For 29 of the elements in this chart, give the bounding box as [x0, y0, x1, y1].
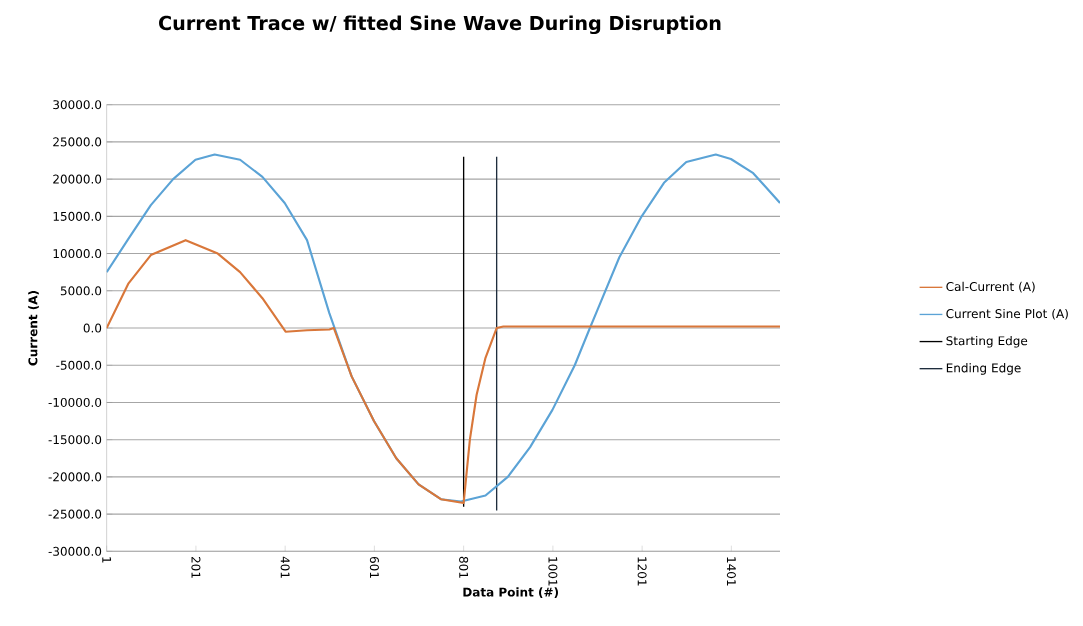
y-tick-label: -25000.0	[48, 509, 102, 519]
x-tick-label: 1001	[548, 557, 558, 586]
y-tick-label: -15000.0	[48, 435, 102, 445]
y-tick-label: -20000.0	[48, 472, 102, 482]
y-tick-label: 15000.0	[53, 211, 102, 221]
chart-title: Current Trace w/ fitted Sine Wave During Disruption	[159, 15, 721, 35]
x-tick-label: 1	[102, 557, 112, 563]
y-tick-label: -10000.0	[48, 397, 102, 407]
x-tick-label: 201	[191, 556, 201, 578]
legend-label: Current Sine Plot (A)	[946, 308, 1068, 320]
legend-label: Cal-Current (A)	[946, 281, 1035, 293]
x-tick-label: 401	[280, 556, 290, 578]
y-axis-title: Current (A)	[28, 291, 39, 366]
x-tick-label: 1401	[726, 557, 736, 586]
legend-label: Ending Edge	[946, 363, 1021, 375]
line-series	[106, 239, 780, 505]
y-tick-label: 30000.0	[53, 100, 102, 110]
x-axis-title: Data Point (#)	[463, 587, 558, 599]
x-tick-label: 801	[459, 556, 469, 578]
y-tick-label: 25000.0	[53, 137, 102, 147]
legend-label: Starting Edge	[946, 336, 1028, 348]
y-tick-label: 10000.0	[53, 249, 102, 259]
y-tick-label: -5000.0	[56, 360, 102, 370]
x-tick-label: 601	[369, 556, 379, 578]
x-tick-label: 1201	[637, 557, 647, 586]
y-tick-label: 5000.0	[60, 286, 102, 296]
y-tick-label: 0.0	[83, 323, 102, 333]
y-tick-label: 20000.0	[53, 174, 102, 184]
y-tick-label: -30000.0	[48, 546, 102, 556]
